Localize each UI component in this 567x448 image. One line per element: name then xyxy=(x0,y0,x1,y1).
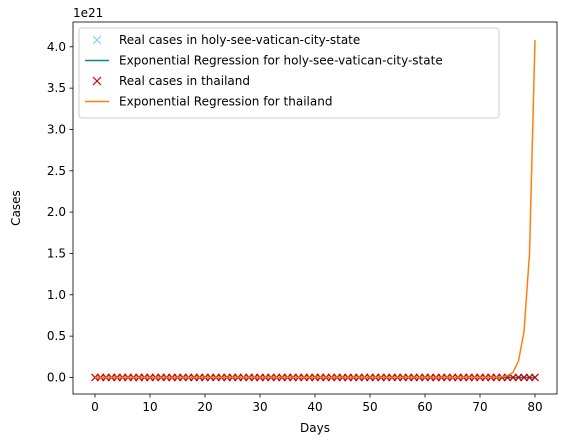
legend-item: Exponential Regression for holy-see-vati… xyxy=(85,54,443,68)
y-tick-label: 3.0 xyxy=(47,122,66,136)
x-tick-label: 0 xyxy=(91,400,99,414)
x-tick-label: 30 xyxy=(252,400,267,414)
x-axis: 0 10 20 30 40 50 60 70 80 xyxy=(91,394,542,414)
legend: Real cases in holy-see-vatican-city-stat… xyxy=(79,28,499,118)
x-tick-label: 70 xyxy=(472,400,487,414)
y-tick-label: 0.5 xyxy=(47,329,66,343)
legend-label: Exponential Regression for thailand xyxy=(119,95,332,109)
legend-label: Exponential Regression for holy-see-vati… xyxy=(119,54,443,68)
y-tick-label: 1.0 xyxy=(47,288,66,302)
y-axis-label: Cases xyxy=(9,190,23,226)
y-tick-label: 2.0 xyxy=(47,205,66,219)
x-tick-label: 10 xyxy=(142,400,157,414)
y-tick-label: 2.5 xyxy=(47,164,66,178)
y-offset-text: 1e21 xyxy=(73,6,103,20)
x-tick-label: 50 xyxy=(362,400,377,414)
legend-item: Real cases in holy-see-vatican-city-stat… xyxy=(93,33,360,47)
x-tick-label: 40 xyxy=(307,400,322,414)
y-tick-label: 1.5 xyxy=(47,246,66,260)
x-tick-label: 20 xyxy=(197,400,212,414)
legend-label: Real cases in holy-see-vatican-city-stat… xyxy=(119,33,360,47)
legend-label: Real cases in thailand xyxy=(119,74,250,88)
y-tick-label: 0.0 xyxy=(47,370,66,384)
legend-item: Exponential Regression for thailand xyxy=(85,95,332,109)
y-tick-label: 3.5 xyxy=(47,81,66,95)
x-tick-label: 60 xyxy=(417,400,432,414)
y-tick-label: 4.0 xyxy=(47,40,66,54)
x-axis-label: Days xyxy=(300,421,330,435)
x-tick-label: 80 xyxy=(527,400,542,414)
y-axis: 0.0 0.5 1.0 1.5 2.0 2.5 3.0 3.5 4.0 xyxy=(47,40,73,385)
